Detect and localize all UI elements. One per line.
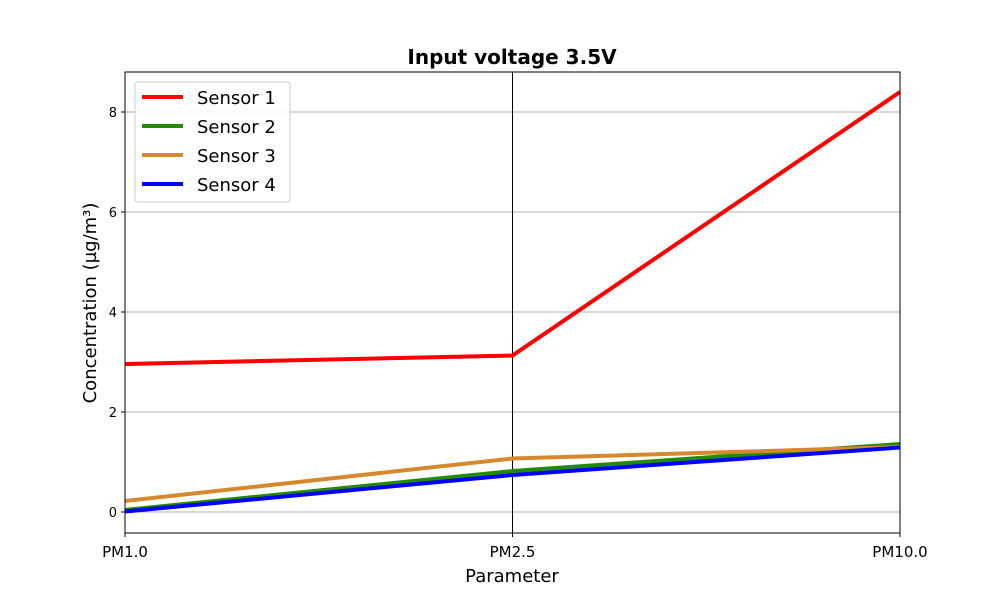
y-tick-label: 4: [109, 306, 117, 321]
series-line-sensor-2: [124, 442, 901, 512]
y-tick-label: 0: [109, 506, 117, 521]
x-axis-label: Parameter: [465, 566, 559, 587]
y-tick-label: 8: [109, 106, 117, 121]
x-tick-label: PM1.0: [102, 543, 148, 561]
chart-title: Input voltage 3.5V: [407, 45, 617, 69]
y-tick-label: 2: [109, 406, 117, 421]
series-lines: [124, 90, 902, 514]
series-line-sensor-1: [124, 90, 902, 366]
legend-label-sensor-4: Sensor 4: [197, 175, 276, 196]
legend-label-sensor-2: Sensor 2: [197, 117, 276, 138]
legend: Sensor 1 Sensor 2 Sensor 3 Sensor 4: [134, 81, 291, 203]
series-line-sensor-4: [124, 445, 901, 514]
y-axis-label: Concentration (µg/m³): [80, 203, 101, 404]
x-tick-label: PM2.5: [490, 543, 536, 561]
legend-label-sensor-3: Sensor 3: [197, 146, 276, 167]
x-axis-ticks: PM1.0 PM2.5 PM10.0: [102, 533, 928, 561]
y-tick-label: 6: [109, 206, 117, 221]
legend-label-sensor-1: Sensor 1: [197, 88, 276, 109]
series-line-sensor-3: [124, 445, 901, 503]
y-axis-ticks: 0 2 4 6 8: [109, 106, 125, 521]
x-tick-label: PM10.0: [872, 543, 927, 561]
legend-box: [134, 81, 291, 203]
